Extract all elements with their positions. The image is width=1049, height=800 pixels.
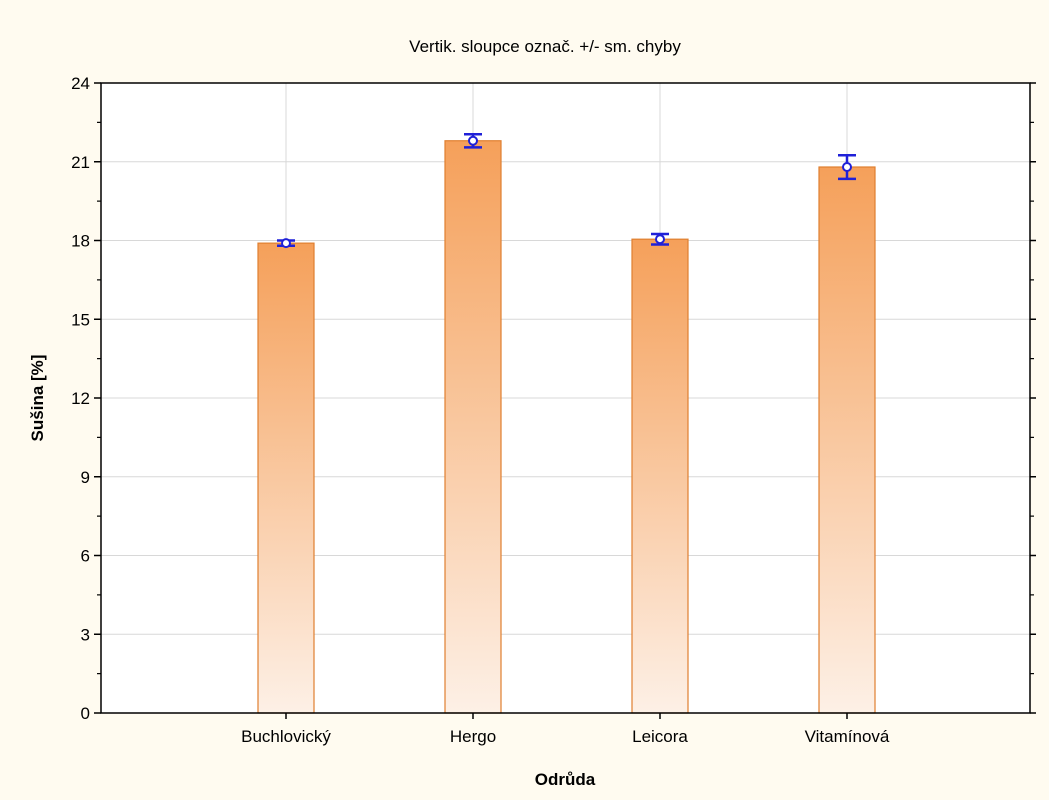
- y-tick-label: 12: [71, 389, 90, 408]
- x-axis-ticks: Buchlovický Hergo Leicora Vitamínová: [241, 713, 890, 746]
- bar: [257, 242, 315, 714]
- y-tick-label: 24: [71, 74, 90, 93]
- error-bars: [277, 132, 856, 249]
- y-axis-ticks: 0 3 6 9 12 15 18 21 24: [71, 74, 1036, 723]
- y-tick-label: 15: [71, 310, 90, 329]
- mean-marker: [842, 162, 852, 172]
- chart-title: Vertik. sloupce označ. +/- sm. chyby: [409, 37, 681, 56]
- y-tick-label: 3: [81, 625, 90, 644]
- y-tick-label: 18: [71, 232, 90, 251]
- y-tick-label: 9: [81, 468, 90, 487]
- x-tick-label: Buchlovický: [241, 727, 331, 746]
- x-tick-label: Vitamínová: [805, 727, 890, 746]
- mean-marker: [281, 238, 291, 249]
- error-bar: [277, 238, 295, 249]
- y-tick-label: 6: [81, 547, 90, 566]
- y-axis-title: Sušina [%]: [28, 355, 47, 442]
- y-tick-label: 0: [81, 704, 90, 723]
- bar: [631, 238, 689, 714]
- x-axis-title: Odrůda: [535, 770, 596, 789]
- error-bar: [651, 232, 669, 246]
- error-bar: [838, 153, 856, 181]
- mean-marker: [468, 135, 478, 146]
- error-bar: [464, 132, 482, 149]
- x-tick-label: Leicora: [632, 727, 688, 746]
- bar: [818, 166, 876, 714]
- bar: [444, 140, 502, 714]
- x-tick-label: Hergo: [450, 727, 496, 746]
- bars: [257, 140, 876, 714]
- mean-marker: [655, 234, 665, 245]
- y-tick-label: 21: [71, 153, 90, 172]
